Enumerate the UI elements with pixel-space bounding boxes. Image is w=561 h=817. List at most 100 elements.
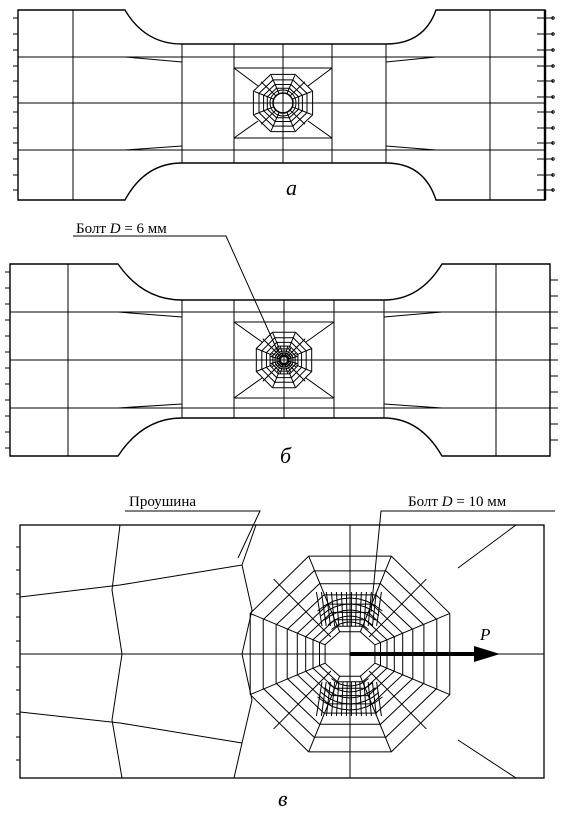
hole-radial: [262, 338, 276, 352]
contact-radial: [315, 591, 323, 627]
mesh-line: [233, 120, 259, 139]
bolt-mesh-ring: [275, 583, 425, 725]
contact-ring: [317, 696, 383, 711]
constraint-node: [551, 95, 555, 99]
mesh-line: [385, 145, 437, 151]
contact-radial: [335, 681, 340, 717]
hole-radial: [288, 332, 296, 350]
bolt-mesh-radial: [308, 555, 341, 633]
hole-ring: [252, 73, 314, 133]
hole-radial: [272, 332, 280, 350]
mesh-line: [233, 67, 259, 87]
contact-radial: [359, 681, 362, 717]
hole-radial: [286, 112, 296, 131]
mesh-edge: [19, 564, 243, 598]
mesh-line: [307, 67, 333, 87]
constraint-node: [551, 48, 555, 52]
hole-radial: [262, 368, 276, 382]
contact-radial: [345, 591, 348, 627]
panel-c-bolt-label: Болт D = 10 мм: [408, 494, 507, 510]
hole-radial: [292, 368, 306, 382]
panel-b-bolt-leader: [73, 235, 279, 353]
panel-c-mesh: [16, 510, 555, 779]
panel-b-bolt-label: Болт D = 6 мм: [76, 221, 167, 237]
constraint-node: [551, 126, 555, 130]
bolt-mesh-ring: [249, 555, 451, 753]
contact-radial: [320, 591, 327, 627]
bolt-radial: [279, 362, 284, 374]
bolt-mesh-radial: [273, 670, 332, 730]
hole-radial: [292, 106, 312, 115]
hole-radial: [286, 75, 296, 94]
mesh-line: [233, 321, 263, 343]
contact-radial: [355, 681, 357, 717]
panel-a-hole-mesh: [252, 73, 314, 133]
hole-radial: [289, 81, 306, 97]
bolt-mesh-radial: [368, 578, 427, 638]
constraint-node: [551, 157, 555, 161]
constraint-node: [551, 188, 555, 192]
mesh-line: [457, 524, 517, 569]
panel-a-caption: а: [286, 175, 297, 200]
bolt-radial: [276, 362, 283, 373]
bolt-radial: [284, 346, 289, 358]
constraint-node: [551, 173, 555, 177]
panel-c-bolt-mesh: [242, 548, 458, 760]
panel-a-mesh: [13, 9, 555, 201]
mesh-line: [117, 311, 183, 318]
hole-radial: [294, 364, 312, 372]
constraint-node: [551, 64, 555, 68]
panel-a-right-constraints: [537, 10, 555, 200]
constraint-node: [551, 16, 555, 20]
contact-ring: [324, 687, 376, 699]
contact-ring: [317, 597, 383, 612]
bolt-radial: [270, 355, 282, 360]
bolt-mesh-radial: [308, 675, 341, 753]
contact-radial: [345, 681, 348, 717]
hole-radial: [270, 75, 280, 94]
bolt-radial: [279, 346, 284, 358]
hole-radial: [270, 112, 280, 131]
contact-ring: [331, 621, 369, 630]
panel-c-grid: [19, 524, 544, 779]
bolt-mesh-radial: [374, 612, 450, 646]
mesh-line: [383, 311, 443, 318]
constraint-node: [551, 79, 555, 83]
contact-ring: [320, 691, 380, 705]
contact-radial: [315, 681, 323, 717]
panel-a-grid: [18, 10, 545, 200]
panel-b-right-constraints: [550, 279, 558, 441]
hole-radial: [292, 91, 312, 100]
constraint-node: [551, 141, 555, 145]
panel-b-mesh: [5, 235, 558, 457]
mesh-line: [385, 56, 437, 63]
contact-radial: [363, 681, 367, 717]
mesh-line: [124, 145, 183, 151]
hole-radial: [256, 364, 274, 372]
hole-radial: [289, 109, 306, 125]
bolt-mesh-radial: [368, 670, 427, 730]
panel-a-left-supports: [13, 17, 18, 191]
panel-c-left-supports: [16, 546, 20, 761]
mesh-edge: [19, 711, 243, 744]
contact-radial: [340, 681, 344, 717]
bolt-mesh-radial: [374, 662, 450, 696]
contact-ring: [327, 682, 373, 693]
panel-c-lug-leader: [125, 510, 261, 559]
bolt-mesh-radial: [273, 578, 332, 638]
mesh-line: [305, 377, 335, 399]
contact-radial: [335, 591, 340, 627]
force-label: P: [479, 625, 490, 644]
bolt-mesh-ring: [324, 631, 376, 677]
panel-b-hole-mesh: [254, 330, 314, 390]
panel-b-left-supports: [5, 271, 10, 449]
hole-radial: [254, 106, 274, 115]
bolt-radial: [271, 352, 282, 359]
bolt-radial: [285, 347, 292, 358]
force-arrow: [350, 646, 500, 662]
bolt-radial: [285, 362, 292, 373]
bolt-radial: [286, 360, 298, 365]
contact-radial: [325, 591, 331, 627]
constraint-node: [551, 110, 555, 114]
